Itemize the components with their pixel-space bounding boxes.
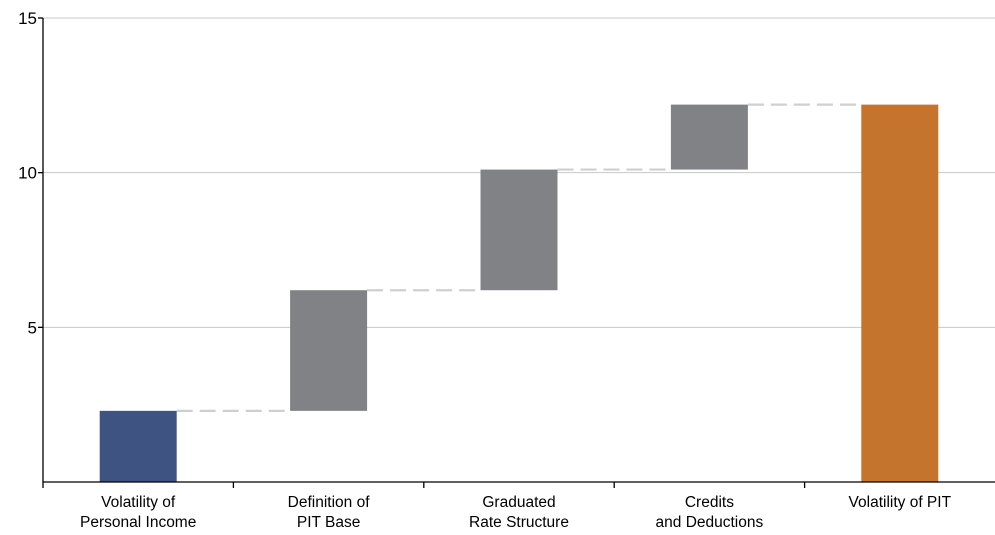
x-category-label-5: Volatility of PIT: [849, 494, 952, 511]
bar-1: [99, 410, 177, 482]
x-category-label-line: Personal Income: [80, 514, 196, 531]
bar-2: [290, 290, 368, 411]
x-category-label-line: PIT Base: [297, 514, 360, 531]
y-tick-label-15: 15: [18, 9, 37, 28]
y-tick-label-10: 10: [18, 164, 37, 183]
x-category-label-line: Definition of: [288, 494, 371, 511]
x-category-label-1: Volatility of Personal Income: [80, 494, 196, 531]
x-category-label-line: Credits: [685, 494, 734, 511]
bar-3: [480, 169, 558, 291]
y-tick-label-5: 5: [28, 318, 37, 337]
x-category-label-line: Volatility of: [101, 494, 176, 511]
x-category-label-4: Credits and Deductions: [656, 494, 764, 531]
x-category-label-line: Volatility of PIT: [849, 494, 952, 511]
x-category-label-line: Rate Structure: [469, 514, 569, 531]
bar-4: [670, 104, 748, 170]
x-category-label-line: Graduated: [482, 494, 555, 511]
x-category-label-3: Graduated Rate Structure: [469, 494, 569, 531]
bar-5: [861, 104, 939, 482]
x-category-label-line: and Deductions: [656, 514, 764, 531]
x-category-label-2: Definition of PIT Base: [288, 494, 371, 531]
